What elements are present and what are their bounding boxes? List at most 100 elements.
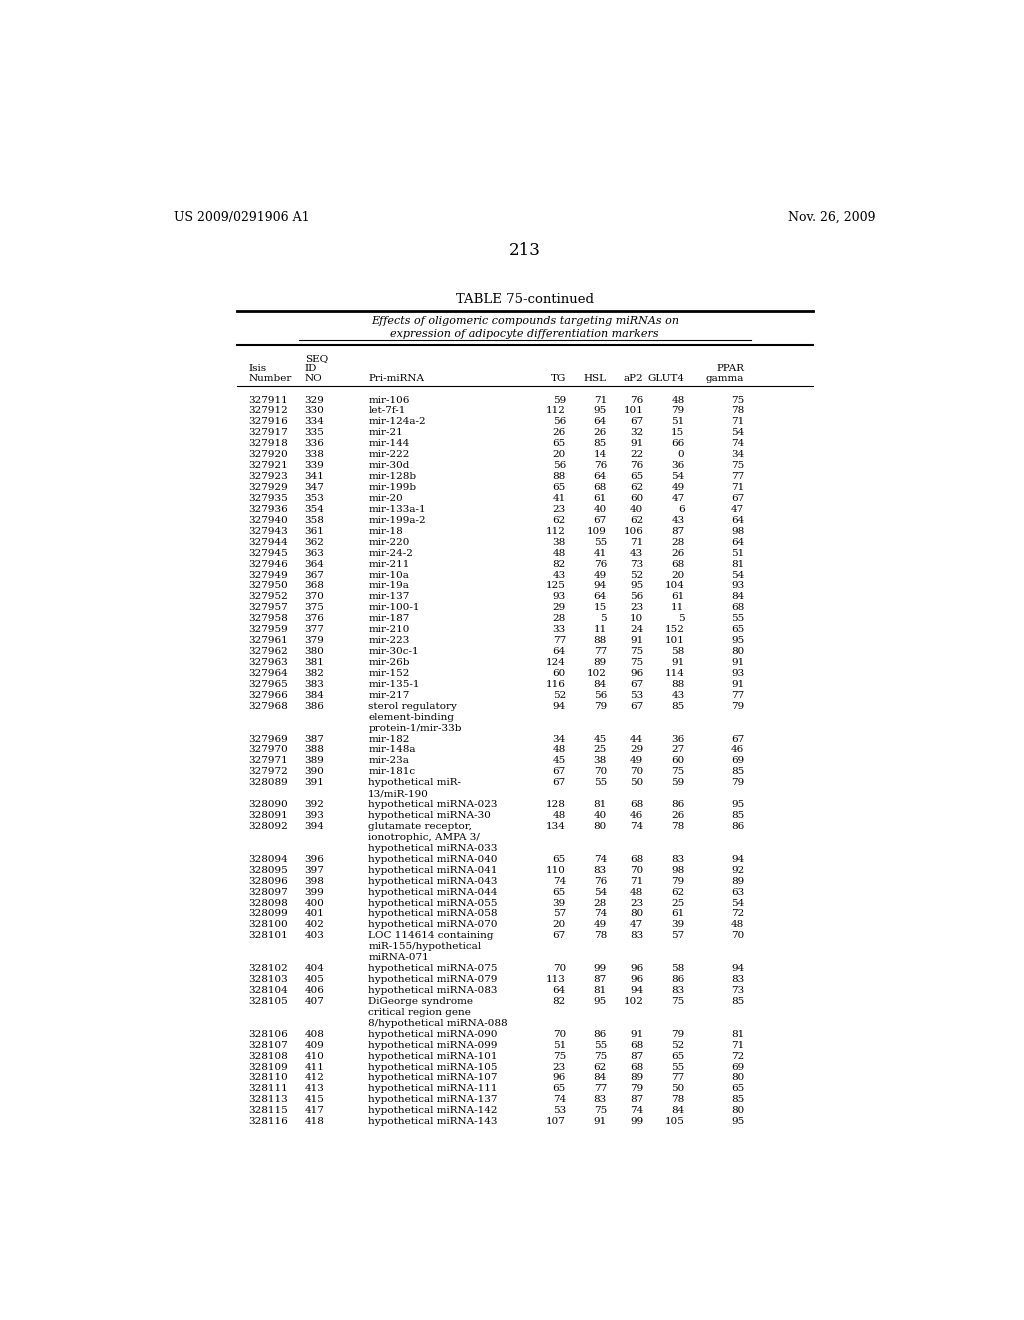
Text: 328094: 328094: [248, 855, 288, 863]
Text: 112: 112: [546, 407, 566, 416]
Text: 52: 52: [553, 690, 566, 700]
Text: 389: 389: [305, 756, 325, 766]
Text: hypothetical miRNA-033: hypothetical miRNA-033: [369, 843, 498, 853]
Text: 377: 377: [305, 626, 325, 634]
Text: 85: 85: [731, 810, 744, 820]
Text: 113: 113: [546, 975, 566, 985]
Text: 96: 96: [553, 1073, 566, 1082]
Text: 125: 125: [546, 581, 566, 590]
Text: 68: 68: [594, 483, 607, 492]
Text: mir-137: mir-137: [369, 593, 410, 602]
Text: 409: 409: [305, 1040, 325, 1049]
Text: 95: 95: [630, 581, 643, 590]
Text: 26: 26: [553, 429, 566, 437]
Text: 83: 83: [671, 986, 684, 995]
Text: 47: 47: [630, 920, 643, 929]
Text: miR-155/hypothetical: miR-155/hypothetical: [369, 942, 481, 952]
Text: 384: 384: [305, 690, 325, 700]
Text: 412: 412: [305, 1073, 325, 1082]
Text: 382: 382: [305, 669, 325, 678]
Text: 68: 68: [630, 855, 643, 863]
Text: 91: 91: [731, 680, 744, 689]
Text: 101: 101: [665, 636, 684, 645]
Text: 327971: 327971: [248, 756, 288, 766]
Text: mir-144: mir-144: [369, 440, 410, 449]
Text: 53: 53: [630, 690, 643, 700]
Text: 72: 72: [731, 909, 744, 919]
Text: 327935: 327935: [248, 494, 288, 503]
Text: mir-21: mir-21: [369, 429, 403, 437]
Text: 70: 70: [630, 866, 643, 875]
Text: 54: 54: [731, 570, 744, 579]
Text: 83: 83: [731, 975, 744, 985]
Text: 84: 84: [594, 680, 607, 689]
Text: 71: 71: [630, 876, 643, 886]
Text: 81: 81: [731, 560, 744, 569]
Text: 95: 95: [594, 997, 607, 1006]
Text: 69: 69: [731, 756, 744, 766]
Text: 67: 67: [553, 779, 566, 787]
Text: 57: 57: [671, 932, 684, 940]
Text: 80: 80: [731, 1073, 744, 1082]
Text: 94: 94: [594, 581, 607, 590]
Text: hypothetical miRNA-143: hypothetical miRNA-143: [369, 1117, 498, 1126]
Text: 61: 61: [671, 593, 684, 602]
Text: 65: 65: [553, 483, 566, 492]
Text: mir-152: mir-152: [369, 669, 410, 678]
Text: 67: 67: [731, 494, 744, 503]
Text: 62: 62: [594, 1063, 607, 1072]
Text: 68: 68: [630, 800, 643, 809]
Text: 213: 213: [509, 242, 541, 259]
Text: 54: 54: [671, 473, 684, 480]
Text: 75: 75: [594, 1106, 607, 1115]
Text: 102: 102: [624, 997, 643, 1006]
Text: 46: 46: [731, 746, 744, 755]
Text: 75: 75: [630, 657, 643, 667]
Text: 327936: 327936: [248, 506, 288, 513]
Text: 85: 85: [594, 440, 607, 449]
Text: 328111: 328111: [248, 1085, 288, 1093]
Text: 71: 71: [594, 396, 607, 404]
Text: 86: 86: [671, 800, 684, 809]
Text: 327912: 327912: [248, 407, 288, 416]
Text: 64: 64: [553, 647, 566, 656]
Text: 13/miR-190: 13/miR-190: [369, 789, 429, 799]
Text: 94: 94: [630, 986, 643, 995]
Text: 71: 71: [731, 1040, 744, 1049]
Text: 65: 65: [553, 855, 566, 863]
Text: 52: 52: [671, 1040, 684, 1049]
Text: 327923: 327923: [248, 473, 288, 480]
Text: 69: 69: [731, 1063, 744, 1072]
Text: 75: 75: [671, 997, 684, 1006]
Text: 398: 398: [305, 876, 325, 886]
Text: 28: 28: [594, 899, 607, 908]
Text: 45: 45: [594, 734, 607, 743]
Text: 341: 341: [305, 473, 325, 480]
Text: 390: 390: [305, 767, 325, 776]
Text: 328108: 328108: [248, 1052, 288, 1060]
Text: 5: 5: [600, 614, 607, 623]
Text: 94: 94: [731, 964, 744, 973]
Text: 76: 76: [594, 461, 607, 470]
Text: US 2009/0291906 A1: US 2009/0291906 A1: [174, 211, 310, 224]
Text: protein-1/mir-33b: protein-1/mir-33b: [369, 723, 462, 733]
Text: 79: 79: [731, 702, 744, 710]
Text: 328091: 328091: [248, 810, 288, 820]
Text: 104: 104: [665, 581, 684, 590]
Text: 328099: 328099: [248, 909, 288, 919]
Text: 65: 65: [553, 440, 566, 449]
Text: 79: 79: [671, 876, 684, 886]
Text: 362: 362: [305, 537, 325, 546]
Text: 415: 415: [305, 1096, 325, 1105]
Text: 361: 361: [305, 527, 325, 536]
Text: 152: 152: [665, 626, 684, 634]
Text: 88: 88: [594, 636, 607, 645]
Text: TG: TG: [551, 374, 566, 383]
Text: 96: 96: [630, 975, 643, 985]
Text: 43: 43: [671, 690, 684, 700]
Text: 48: 48: [731, 920, 744, 929]
Text: 74: 74: [630, 1106, 643, 1115]
Text: 74: 74: [594, 909, 607, 919]
Text: hypothetical miRNA-101: hypothetical miRNA-101: [369, 1052, 498, 1060]
Text: 50: 50: [671, 1085, 684, 1093]
